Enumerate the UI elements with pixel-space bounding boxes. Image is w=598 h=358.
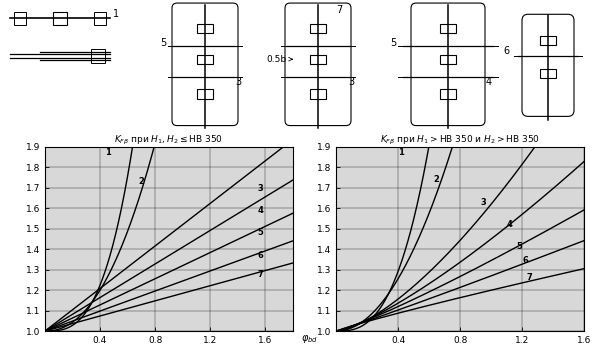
FancyBboxPatch shape <box>411 3 485 126</box>
FancyBboxPatch shape <box>172 3 238 126</box>
Bar <box>440 24 456 33</box>
Bar <box>197 55 213 64</box>
Text: 5: 5 <box>390 38 396 48</box>
Text: 4: 4 <box>257 206 263 215</box>
Bar <box>310 55 326 64</box>
Title: $K_{F\beta}$ при $H_1,H_2\leq$НВ 350: $K_{F\beta}$ при $H_1,H_2\leq$НВ 350 <box>114 134 224 147</box>
Bar <box>14 12 26 24</box>
Bar <box>440 55 456 64</box>
Text: 7: 7 <box>527 274 533 282</box>
Text: 6: 6 <box>522 256 528 265</box>
Text: 3: 3 <box>480 198 486 207</box>
Text: 2: 2 <box>139 177 145 186</box>
Bar <box>94 12 106 24</box>
Text: 3: 3 <box>257 184 263 193</box>
Bar <box>440 90 456 98</box>
Text: 5: 5 <box>160 38 166 48</box>
Bar <box>310 90 326 98</box>
Bar <box>197 24 213 33</box>
Text: $\varphi_{bd}$: $\varphi_{bd}$ <box>301 333 318 345</box>
Text: 6: 6 <box>257 251 263 260</box>
Text: 5: 5 <box>257 228 263 237</box>
Bar <box>310 24 326 33</box>
Text: 2: 2 <box>434 175 440 184</box>
Bar <box>53 12 67 24</box>
Title: $K_{F\beta}$ при $H_1>$НВ 350 и $H_2>$НВ 350: $K_{F\beta}$ при $H_1>$НВ 350 и $H_2>$НВ… <box>380 134 540 147</box>
Text: 7: 7 <box>336 5 342 15</box>
FancyBboxPatch shape <box>285 3 351 126</box>
Text: 4: 4 <box>486 77 492 87</box>
Text: 7: 7 <box>257 270 263 279</box>
Text: 6: 6 <box>504 46 510 56</box>
Text: 1: 1 <box>398 149 404 158</box>
Text: 4: 4 <box>507 220 512 229</box>
Bar <box>540 69 556 78</box>
Text: 1: 1 <box>105 149 111 158</box>
Text: 5: 5 <box>516 242 522 251</box>
Text: 1: 1 <box>113 9 119 19</box>
Text: 3: 3 <box>235 77 241 87</box>
Bar <box>197 90 213 98</box>
Text: 3: 3 <box>348 77 354 87</box>
FancyBboxPatch shape <box>522 14 574 116</box>
Bar <box>540 36 556 45</box>
Bar <box>91 49 105 63</box>
Text: 0.5b: 0.5b <box>266 55 292 64</box>
